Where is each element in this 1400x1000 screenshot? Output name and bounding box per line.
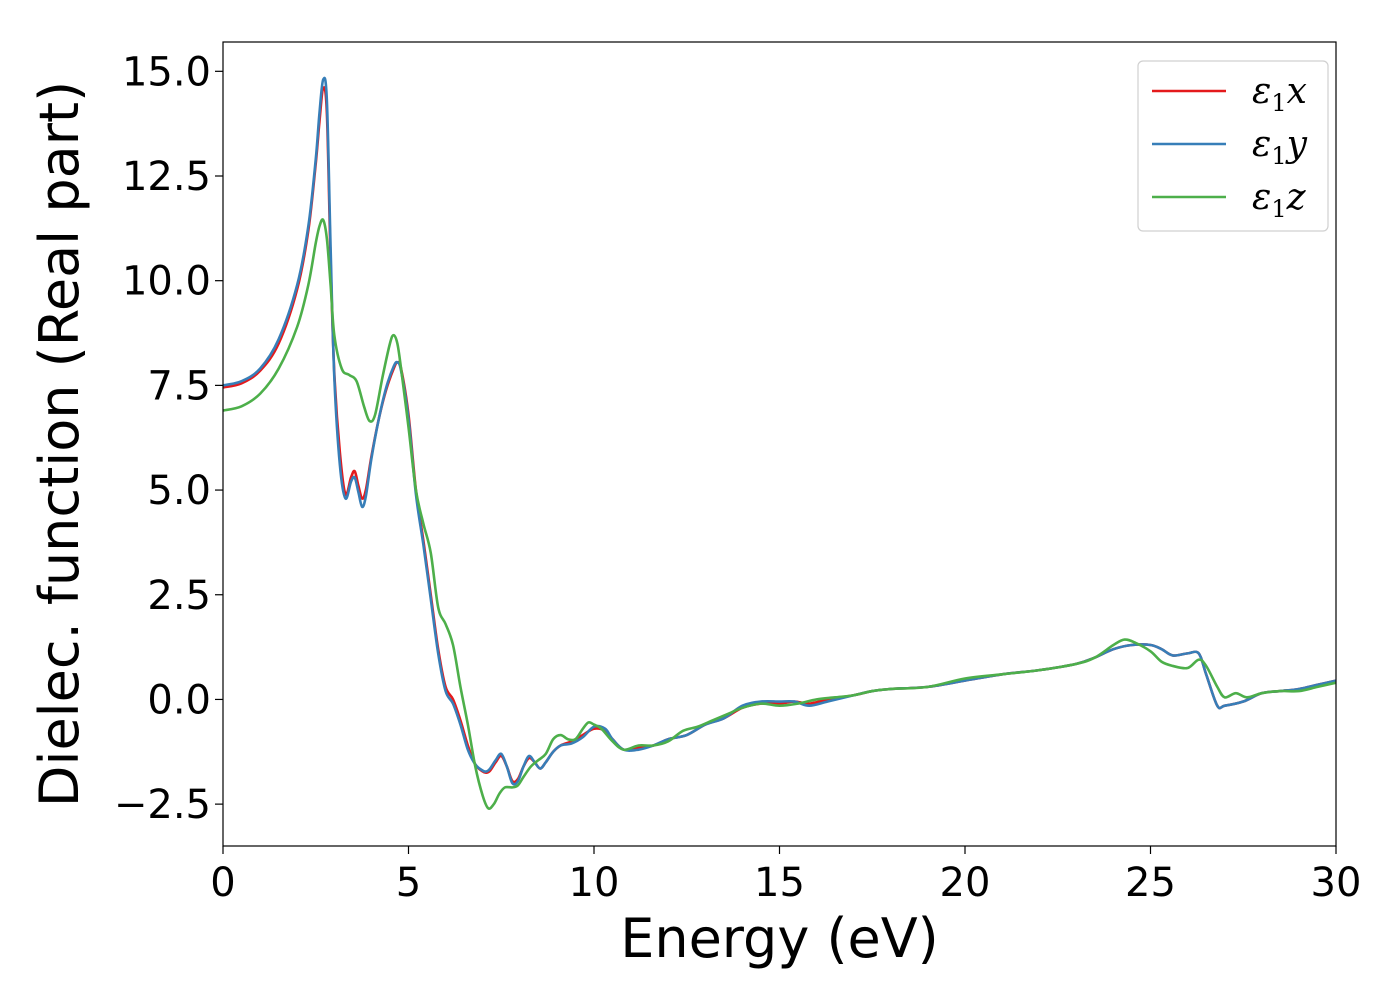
legend-label-base: ε <box>1252 71 1271 112</box>
y-tick-label: 0.0 <box>147 677 211 723</box>
x-tick-label: 30 <box>1311 860 1362 906</box>
y-tick-label: 10.0 <box>122 259 211 305</box>
x-axis-title: Energy (eV) <box>620 907 939 970</box>
x-tick-label: 0 <box>210 860 235 906</box>
x-tick-label: 15 <box>754 860 805 906</box>
series-line-z <box>222 218 1337 810</box>
legend-label: ε1y <box>1252 124 1308 170</box>
y-tick-label: −2.5 <box>114 782 211 828</box>
y-tick-label: 15.0 <box>122 49 211 95</box>
legend-label-subscript: 1 <box>1271 195 1286 223</box>
legend-label-component: x <box>1287 71 1307 112</box>
x-tick-label: 20 <box>940 860 991 906</box>
legend-label: ε1x <box>1252 71 1307 117</box>
legend-label: ε1z <box>1252 177 1307 223</box>
y-tick-label: 5.0 <box>147 468 211 514</box>
x-tick-label: 5 <box>396 860 421 906</box>
y-axis-title: Dielec. function (Real part) <box>28 81 91 807</box>
y-tick-label: 7.5 <box>147 363 211 409</box>
legend-label-component: z <box>1286 177 1307 218</box>
series-layer <box>222 76 1337 810</box>
x-axis: 0 5 10 15 20 25 30 <box>210 846 1361 906</box>
y-axis: −2.5 0.0 2.5 5.0 7.5 10.0 12.5 15.0 <box>114 49 223 828</box>
legend-box <box>1137 60 1329 232</box>
x-tick-label: 25 <box>1125 860 1176 906</box>
legend-label-subscript: 1 <box>1271 142 1286 170</box>
legend-label-component: y <box>1285 124 1308 165</box>
y-tick-label: 12.5 <box>122 154 211 200</box>
y-tick-label: 2.5 <box>147 573 211 619</box>
legend-label-base: ε <box>1252 177 1271 218</box>
x-tick-label: 10 <box>569 860 620 906</box>
legend-label-base: ε <box>1252 124 1271 165</box>
legend-label-subscript: 1 <box>1271 89 1286 117</box>
